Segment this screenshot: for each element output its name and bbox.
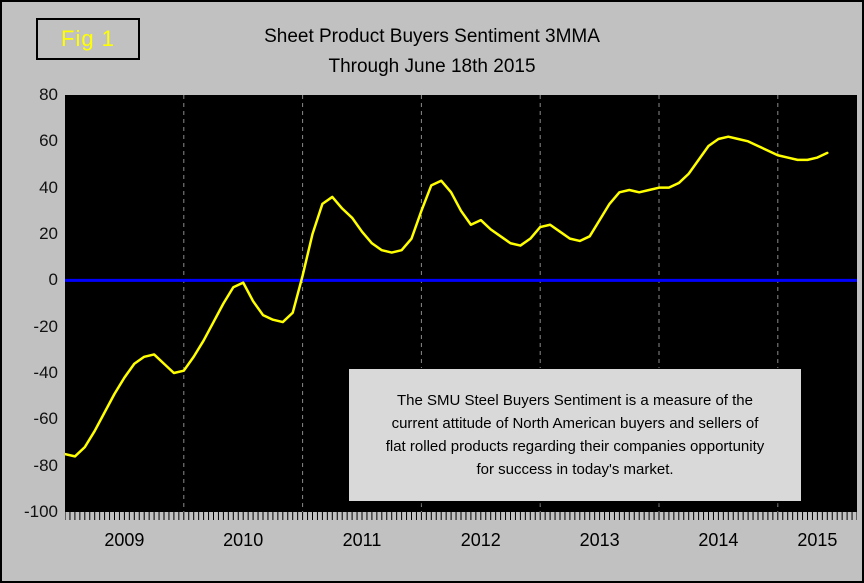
- chart-title: Sheet Product Buyers Sentiment 3MMA Thro…: [2, 22, 862, 82]
- fig-label-box: Fig 1: [36, 18, 140, 60]
- y-tick-label: 80: [39, 85, 58, 104]
- annotation-line-2: current attitude of North American buyer…: [391, 415, 759, 432]
- y-tick-label: -20: [33, 316, 58, 336]
- annotation-line-1: The SMU Steel Buyers Sentiment is a meas…: [397, 392, 753, 409]
- x-tick-label: 2010: [223, 530, 264, 550]
- y-axis-labels: 80 60 40 20 0 -20 -40 -60 -80 -100: [8, 86, 58, 521]
- x-tick-label: 2013: [579, 530, 620, 550]
- chart-title-line1: Sheet Product Buyers Sentiment 3MMA: [264, 26, 600, 47]
- annotation-box: The SMU Steel Buyers Sentiment is a meas…: [348, 368, 802, 502]
- y-tick-label: -60: [33, 409, 58, 429]
- x-axis-ticks: [65, 512, 857, 520]
- x-axis-labels: 2009 2010 2011 2012 2013 2014 2015: [65, 530, 857, 558]
- y-tick-label: -40: [33, 363, 58, 382]
- y-tick-label: 40: [39, 177, 58, 197]
- x-tick-label: 2009: [104, 530, 145, 550]
- y-tick-label: -100: [23, 502, 58, 521]
- annotation-line-3: flat rolled products regarding their com…: [385, 438, 765, 455]
- y-tick-label: 0: [48, 270, 58, 290]
- fig-label-text: Fig 1: [61, 26, 115, 51]
- chart-title-line2: Through June 18th 2015: [328, 56, 536, 77]
- y-tick-label: 20: [39, 224, 58, 243]
- annotation-line-4: for success in today's market.: [476, 461, 674, 478]
- x-tick-label: 2011: [342, 530, 382, 550]
- y-tick-label: 60: [39, 131, 58, 151]
- y-tick-label: -80: [33, 455, 58, 475]
- x-tick-label: 2012: [460, 530, 501, 550]
- x-tick-label: 2015: [797, 530, 838, 550]
- x-tick-label: 2014: [698, 530, 739, 550]
- sentiment-line: [65, 135, 829, 458]
